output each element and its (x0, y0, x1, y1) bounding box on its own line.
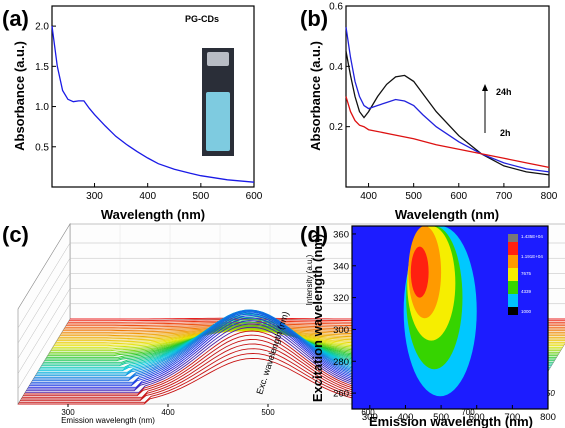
x-tick-label-c: 300 (61, 408, 75, 417)
x-tick-label-b: 500 (405, 191, 422, 202)
colorbar-swatch (508, 294, 518, 307)
panel-a: (a) PG-CDs 300 400 500 600 0.5 1.0 1.5 2.0 Abso… (2, 5, 263, 222)
z-axis-label-c: Intensity (a.u.) (305, 254, 314, 305)
axes-b: 400 500 600 700 800 0.2 0.4 0.6 (329, 2, 558, 203)
colorbar-swatch (508, 255, 518, 268)
x-tick-label-d: 800 (540, 412, 556, 423)
x-tick-label-d: 500 (433, 412, 449, 423)
y-tick-label-a: 1.5 (35, 62, 49, 73)
colorbar-label: 7675 (521, 271, 532, 276)
grid-line (17, 303, 71, 389)
series-b (345, 27, 550, 176)
colorbar-swatch (508, 234, 518, 242)
colorbar-label: 1.435E+04 (521, 234, 543, 239)
y-tick-label-b: 0.6 (329, 2, 343, 13)
time-label-start: 2h (500, 128, 511, 138)
x-tick-label-b: 700 (496, 191, 513, 202)
vial-cap (207, 52, 229, 66)
grid-line (17, 242, 71, 329)
x-tick-label-a: 300 (86, 191, 103, 202)
plot-frame-a (51, 5, 255, 188)
series-a (51, 26, 255, 183)
panel-b: (b) 400 500 600 700 800 0.2 0.4 0.6 24h 2h Abso… (300, 2, 558, 223)
plot-frame-d (351, 225, 549, 410)
panel-label-d: (d) (300, 222, 328, 247)
x-tick-label-d: 700 (504, 412, 520, 423)
colorbar-swatch (508, 268, 518, 281)
colorbar-swatch (508, 242, 518, 255)
axes-a: 300 400 500 600 0.5 1.0 1.5 2.0 (35, 22, 263, 202)
series-line-b (345, 51, 550, 176)
y-tick-label-a: 0.5 (35, 142, 49, 153)
x-axis-label-b: Wavelength (nm) (395, 207, 499, 222)
colorbar-swatch (508, 281, 518, 294)
vial-liquid (206, 92, 230, 151)
y-tick-label-d: 360 (333, 229, 349, 240)
x-tick-label-c: 600 (361, 408, 375, 417)
x-axis-label-c: Emission wavelength (nm) (61, 416, 155, 425)
y-axis-label-d: Excitation wavelength (nm) (310, 234, 325, 402)
panel-label-a: (a) (2, 6, 29, 31)
x-tick-label-b: 400 (360, 191, 377, 202)
y-tick-label-d: 320 (333, 293, 349, 304)
contour-level (410, 246, 429, 298)
colorbar-label: 4339 (521, 289, 532, 294)
y-tick-label-d: 340 (333, 261, 349, 272)
panel-label-c: (c) (2, 222, 29, 247)
time-label-end: 24h (496, 87, 512, 97)
x-tick-label-d: 600 (469, 412, 485, 423)
y-tick-label-d: 300 (333, 325, 349, 336)
grid-line (17, 258, 71, 344)
y-axis-label-b: Absorbance (a.u.) (308, 41, 323, 151)
heatmap-contours (403, 226, 477, 397)
x-tick-label-c: 500 (261, 408, 275, 417)
y-tick-label-b: 0.4 (329, 62, 343, 73)
y-tick-label-d: 280 (333, 357, 349, 368)
vial-photo (202, 48, 234, 156)
grid-line (17, 273, 71, 359)
legend-a: PG-CDs (185, 14, 219, 24)
series-line-b (345, 96, 550, 169)
x-axis-label-a: Wavelength (nm) (101, 207, 205, 222)
y-axis-label-a: Absorbance (a.u.) (12, 41, 27, 151)
x-tick-label-d: 400 (398, 412, 414, 423)
y-tick-label-b: 0.2 (329, 122, 343, 133)
x-tick-label-b: 600 (450, 191, 467, 202)
x-tick-label-a: 500 (192, 191, 209, 202)
x-tick-label-c: 400 (161, 408, 175, 417)
y-tick-label-a: 1.0 (35, 102, 49, 113)
x-tick-label-c: 700 (461, 408, 475, 417)
series-line-a (51, 26, 255, 183)
colorbar-label: 1000 (521, 309, 532, 314)
colorbar-label: 1.191E+04 (521, 254, 543, 259)
grid-line (17, 288, 71, 374)
trend-arrow-head (482, 84, 488, 91)
x-tick-label-a: 600 (246, 191, 263, 202)
panel-d: (d) 1.435E+04 1.191E+04 7675 4339 1000 3… (300, 222, 556, 428)
x-tick-label-b: 800 (541, 191, 558, 202)
x-tick-label-d: 300 (362, 412, 378, 423)
panel-label-b: (b) (300, 6, 328, 31)
y-tick-label-a: 2.0 (35, 22, 49, 33)
x-tick-label-a: 400 (139, 191, 156, 202)
series-line-b (345, 27, 550, 173)
colorbar-swatch (508, 307, 518, 315)
colorbar: 1.435E+04 1.191E+04 7675 4339 1000 (508, 234, 543, 315)
y-tick-label-d: 260 (333, 389, 349, 400)
plot-frame-b (345, 5, 550, 188)
x-axis-label-d: Emission wavelength (nm) (369, 414, 533, 428)
